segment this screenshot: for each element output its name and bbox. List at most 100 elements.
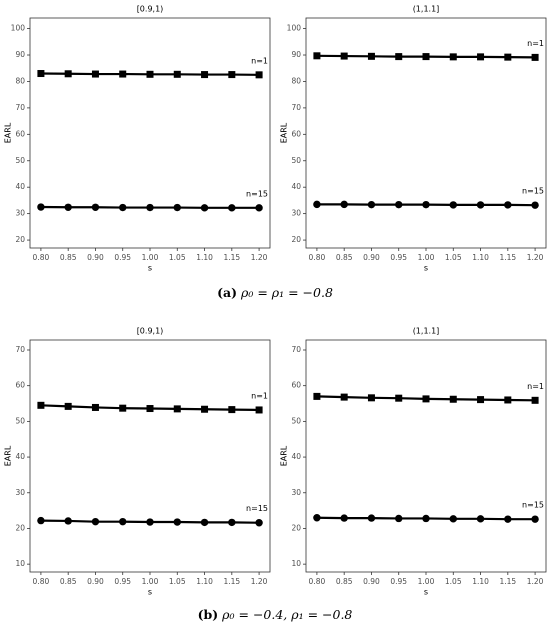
x-tick-label: 0.90 (87, 577, 104, 586)
marker (367, 394, 375, 402)
marker (64, 70, 72, 78)
marker (64, 517, 72, 525)
y-tick-label: 70 (15, 345, 25, 354)
y-tick-label: 60 (15, 381, 25, 390)
marker (422, 53, 430, 61)
y-tick-label: 70 (291, 103, 301, 112)
marker (531, 396, 539, 404)
marker (477, 53, 485, 61)
y-tick-label: 90 (291, 50, 301, 59)
x-tick-label: 1.00 (142, 253, 159, 262)
y-tick-label: 40 (15, 182, 25, 191)
marker (228, 406, 236, 414)
y-tick-label: 70 (15, 103, 25, 112)
marker (422, 514, 430, 523)
marker (37, 516, 45, 525)
caption: (b) ρ₀ = −0.4, ρ₁ = −0.8 (198, 607, 353, 622)
x-axis-label: s (148, 264, 152, 273)
series-label: n=1 (527, 39, 544, 48)
marker (228, 518, 236, 527)
marker (395, 514, 403, 523)
marker (255, 204, 263, 212)
marker (504, 515, 512, 523)
y-tick-label: 50 (291, 416, 301, 425)
y-tick-label: 40 (291, 182, 301, 191)
series-label: n=1 (527, 382, 544, 391)
marker (367, 200, 376, 209)
marker (37, 203, 45, 211)
y-axis-label: EARL (280, 445, 289, 466)
x-tick-label: 1.15 (223, 253, 240, 262)
marker (531, 515, 539, 523)
marker (37, 70, 45, 78)
y-tick-label: 20 (15, 523, 25, 532)
marker (91, 517, 100, 526)
marker (504, 201, 512, 209)
y-tick-label: 30 (291, 209, 301, 218)
marker (255, 406, 263, 414)
x-tick-label: 1.00 (418, 577, 435, 586)
caption: (a) ρ₀ = ρ₁ = −0.8 (217, 285, 333, 300)
y-tick-label: 80 (15, 76, 25, 85)
chart-title: (1,1.1] (413, 327, 440, 336)
marker (531, 53, 539, 61)
x-tick-label: 1.05 (169, 253, 186, 262)
marker (200, 204, 209, 212)
chart-title: (1,1.1] (413, 5, 440, 14)
marker (395, 53, 403, 61)
marker (37, 401, 45, 409)
y-tick-label: 50 (15, 416, 25, 425)
marker (200, 518, 209, 527)
marker (449, 515, 457, 523)
marker (531, 201, 539, 209)
x-tick-label: 1.20 (527, 253, 544, 262)
marker (422, 200, 430, 209)
marker (64, 402, 72, 410)
plot-area (29, 339, 271, 573)
y-tick-label: 10 (15, 559, 25, 568)
marker (340, 514, 348, 522)
marker (367, 514, 376, 522)
y-tick-label: 10 (291, 559, 301, 568)
marker (313, 392, 321, 400)
marker (91, 403, 99, 411)
y-tick-label: 50 (291, 156, 301, 165)
marker (395, 200, 403, 209)
marker (64, 203, 72, 211)
y-tick-label: 30 (15, 488, 25, 497)
x-tick-label: 1.10 (472, 253, 489, 262)
x-tick-label: 0.80 (309, 253, 326, 262)
y-tick-label: 30 (291, 488, 301, 497)
x-tick-label: 1.10 (472, 577, 489, 586)
marker (146, 405, 154, 413)
marker (201, 71, 209, 79)
x-tick-label: 0.90 (363, 577, 380, 586)
marker (173, 518, 181, 526)
marker (91, 203, 100, 211)
x-tick-label: 0.85 (336, 577, 353, 586)
x-tick-label: 1.15 (499, 253, 516, 262)
caption-text: ρ₀ = ρ₁ = −0.8 (240, 285, 333, 300)
marker (340, 200, 348, 209)
marker (119, 70, 127, 78)
plot-area (29, 17, 271, 249)
marker (173, 203, 181, 212)
x-tick-label: 0.95 (390, 577, 407, 586)
plot-area (305, 339, 547, 573)
x-tick-label: 0.95 (390, 253, 407, 262)
series-label: n=15 (522, 501, 544, 510)
marker (228, 71, 236, 79)
marker (228, 204, 236, 212)
x-tick-label: 0.80 (33, 577, 50, 586)
caption-label: (b) (198, 607, 219, 622)
x-tick-label: 1.05 (445, 253, 462, 262)
series-label: n=15 (246, 189, 268, 198)
marker (449, 395, 457, 403)
y-tick-label: 30 (15, 209, 25, 218)
marker (340, 52, 348, 60)
y-axis-label: EARL (280, 122, 289, 143)
x-tick-label: 0.80 (309, 577, 326, 586)
marker (367, 52, 375, 60)
y-tick-label: 40 (291, 452, 301, 461)
marker (201, 405, 209, 413)
